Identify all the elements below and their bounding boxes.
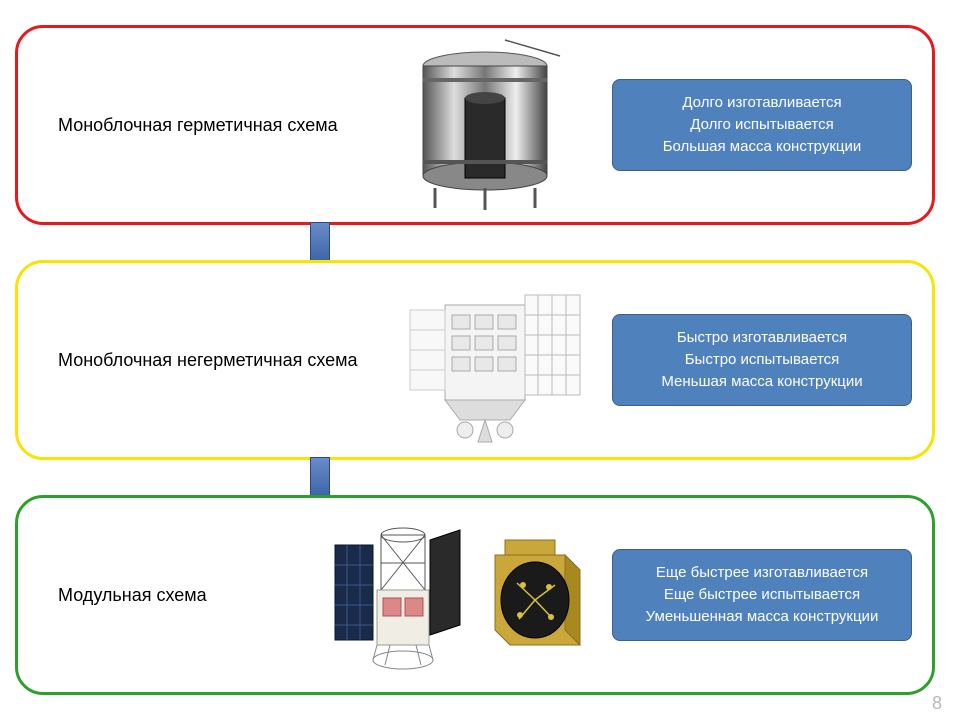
panel-nonhermetic-label: Моноблочная негерметичная схема [38, 350, 368, 371]
callout-line: Еще быстрее изготавливается [631, 562, 893, 584]
callout-line: Быстро изготавливается [631, 327, 893, 349]
page-number: 8 [932, 693, 942, 714]
panel-hermetic: Моноблочная герметичная схема Долго [15, 25, 935, 225]
open-frame-satellite-icon [368, 270, 612, 450]
panel-modular-callout: Еще быстрее изготавливается Еще быстрее … [612, 549, 912, 640]
callout-line: Долго испытывается [631, 114, 893, 136]
panel-nonhermetic: Моноблочная негерметичная схема [15, 260, 935, 460]
arrow-shaft [310, 222, 330, 264]
callout-line: Уменьшенная масса конструкции [631, 606, 893, 628]
callout-line: Еще быстрее испытывается [631, 584, 893, 606]
sealed-satellite-icon [358, 38, 612, 213]
panel-hermetic-callout: Долго изготавливается Долго испытывается… [612, 79, 912, 170]
callout-line: Большая масса конструкции [631, 136, 893, 158]
arrow-shaft [310, 457, 330, 499]
callout-line: Долго изготавливается [631, 92, 893, 114]
callout-line: Меньшая масса конструкции [631, 371, 893, 393]
panel-modular: Модульная схема [15, 495, 935, 695]
panel-nonhermetic-callout: Быстро изготавливается Быстро испытывает… [612, 314, 912, 405]
callout-line: Быстро испытывается [631, 349, 893, 371]
panel-modular-label: Модульная схема [38, 585, 308, 606]
panel-hermetic-label: Моноблочная герметичная схема [38, 115, 358, 136]
modular-satellite-icon [308, 505, 612, 685]
